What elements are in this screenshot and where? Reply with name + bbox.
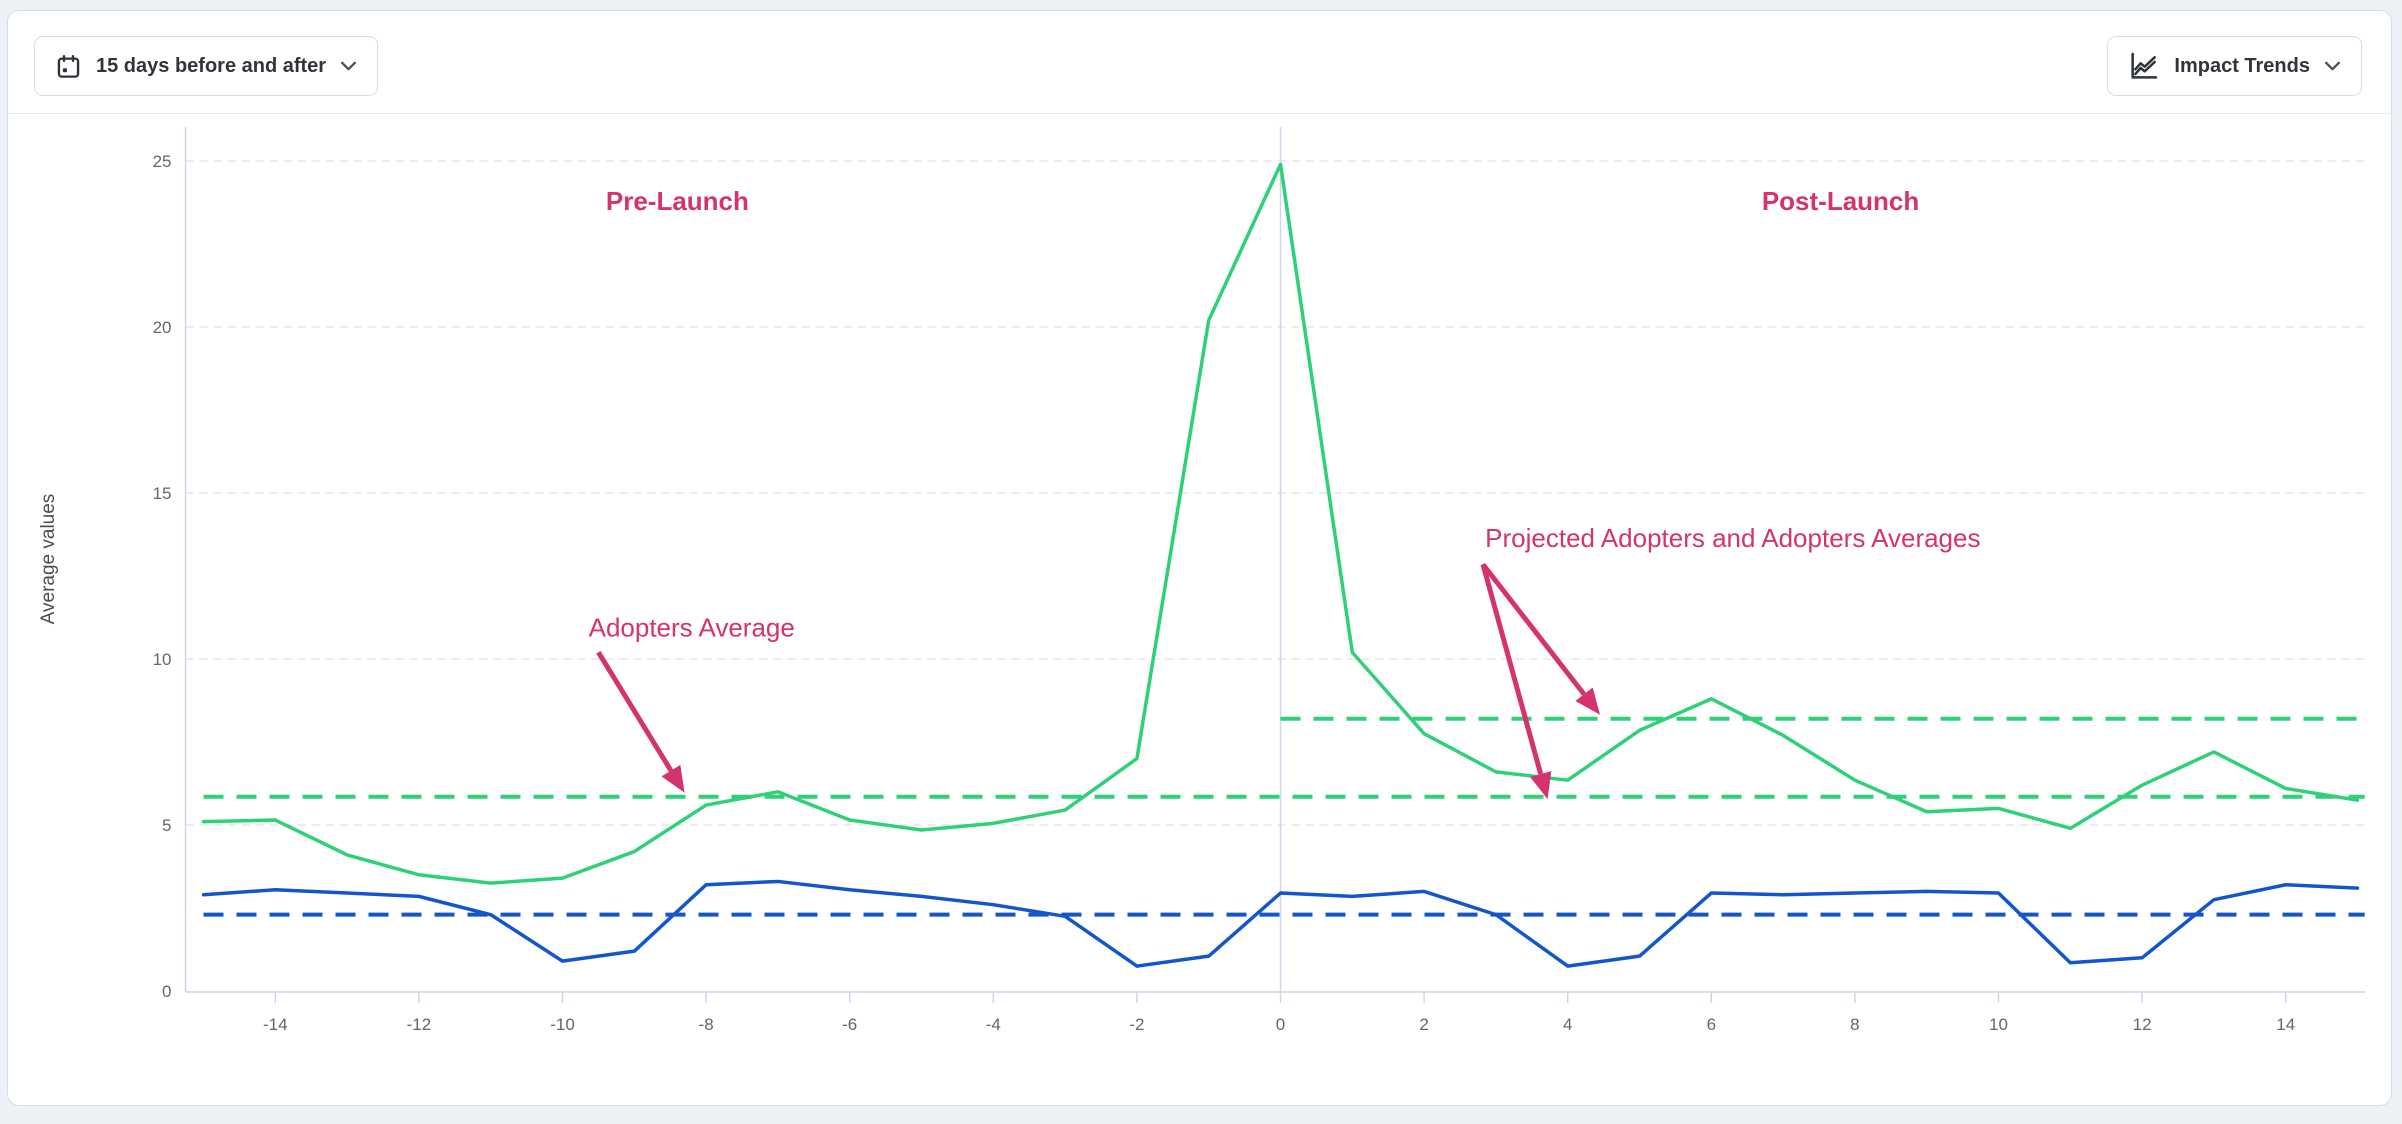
x-tick-label: -8 — [699, 1015, 714, 1034]
impact-trends-button[interactable]: Impact Trends — [2107, 36, 2362, 96]
impact-chart-svg: 0 5 10 15 20 25 -14 -12 -10 -8 -6 -4 -2 0 2 4 6 8 10 12 14 Av… — [38, 127, 2365, 1034]
comparison-series-line — [201, 879, 2360, 968]
x-tick-label: -10 — [550, 1015, 575, 1034]
annotation-arrow — [596, 651, 674, 772]
y-gridlines: 0 5 10 15 20 25 — [153, 152, 2365, 1001]
annotation-label: Projected Adopters and Adopters Averages — [1485, 523, 1980, 553]
y-axis-title: Average values — [38, 494, 59, 625]
annotation-arrowhead — [1575, 687, 1601, 715]
calendar-icon — [55, 53, 82, 80]
annotation-arrowhead — [1530, 771, 1552, 800]
x-tick-label: -12 — [407, 1015, 432, 1034]
x-tick-label: -14 — [263, 1015, 288, 1034]
x-tick-label: 4 — [1563, 1015, 1572, 1034]
impact-trends-chart: 0 5 10 15 20 25 -14 -12 -10 -8 -6 -4 -2 0 2 4 6 8 10 12 14 Av… — [8, 115, 2393, 1107]
x-tick-label: 12 — [2133, 1015, 2152, 1034]
date-range-label: 15 days before and after — [96, 54, 327, 77]
x-tick-label: -2 — [1129, 1015, 1144, 1034]
y-tick-label: 25 — [153, 152, 172, 171]
y-tick-label: 0 — [162, 982, 171, 1001]
x-tick-label: 2 — [1419, 1015, 1428, 1034]
annotation-label: Pre-Launch — [606, 186, 749, 216]
annotation-arrowhead — [661, 764, 685, 793]
x-tick-label: 0 — [1276, 1015, 1285, 1034]
toolbar: 15 days before and after Impact Trends — [8, 11, 2391, 114]
date-range-button[interactable]: 15 days before and after — [34, 36, 379, 96]
annotation-label: Post-Launch — [1762, 186, 1919, 216]
chart-card: 15 days before and after Impact Trends — [7, 10, 2392, 1106]
x-tick-label: 6 — [1707, 1015, 1716, 1034]
annotation-arrow — [1480, 563, 1544, 775]
y-tick-label: 15 — [153, 484, 172, 503]
adopters-series-line — [201, 162, 2360, 885]
x-tick-label: -6 — [842, 1015, 857, 1034]
chevron-down-icon — [340, 60, 357, 72]
x-tick-label: -4 — [986, 1015, 1001, 1034]
y-tick-label: 5 — [162, 816, 171, 835]
annotation-arrow — [1481, 562, 1587, 696]
annotation-label: Adopters Average — [589, 612, 795, 642]
x-tick-label: 10 — [1989, 1015, 2008, 1034]
trend-chart-icon — [2128, 50, 2160, 82]
y-tick-label: 10 — [153, 650, 172, 669]
x-tick-label: 8 — [1850, 1015, 1859, 1034]
y-tick-label: 20 — [153, 318, 172, 337]
x-tick-label: 14 — [2276, 1015, 2295, 1034]
chevron-down-icon — [2324, 60, 2341, 72]
axes: -14 -12 -10 -8 -6 -4 -2 0 2 4 6 8 10 12 14 — [184, 127, 2365, 1034]
impact-trends-label: Impact Trends — [2174, 54, 2310, 77]
